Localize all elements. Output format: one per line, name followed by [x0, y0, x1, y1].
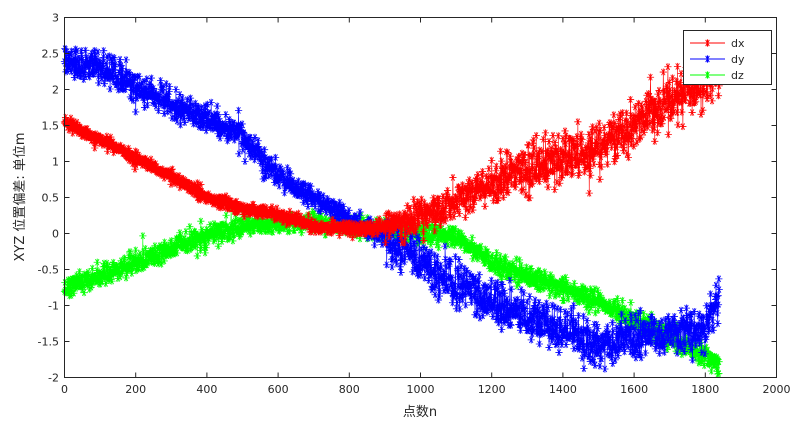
legend-label: dz	[731, 69, 744, 82]
y-tick-label: -0.5	[38, 264, 59, 277]
x-tick-label: 1800	[691, 383, 719, 396]
x-tick-label: 600	[268, 383, 289, 396]
y-axis-label: XYZ 位置偏差: 单位m	[13, 132, 28, 261]
x-tick-label: 0	[61, 383, 68, 396]
x-tick-label: 1000	[407, 383, 435, 396]
y-tick-label: -2	[48, 372, 59, 385]
legend-box	[683, 30, 772, 85]
x-tick-label: 1200	[478, 383, 506, 396]
legend: dx dy dz	[683, 30, 772, 85]
y-tick-label: 3	[52, 12, 59, 25]
x-tick-label: 1400	[549, 383, 577, 396]
x-axis-label: 点数n	[403, 405, 437, 420]
legend-swatch-marker	[703, 55, 712, 63]
legend-item-dz: dz	[690, 69, 744, 82]
y-tick-label: -1	[48, 300, 59, 313]
y-tick-label: -1.5	[38, 336, 59, 349]
x-tick-label: 800	[339, 383, 360, 396]
legend-label: dx	[731, 37, 745, 50]
legend-label: dy	[731, 53, 745, 66]
y-tick-label: 1	[52, 156, 59, 169]
y-tick-label: 2	[52, 84, 59, 97]
y-axis: -2 -1.5 -1 -0.5 0 0.5 1 1.5 2 2.5 3	[38, 12, 777, 385]
x-axis: 0 200 400 600 800 1000 1200 1400 1600 1800 2000	[61, 17, 791, 396]
x-tick-label: 2000	[763, 383, 791, 396]
series-dx	[60, 42, 723, 247]
legend-swatch-marker	[703, 71, 712, 79]
y-tick-label: 2.5	[42, 48, 60, 61]
x-tick-label: 200	[125, 383, 146, 396]
y-tick-label: 0.5	[42, 192, 60, 205]
x-tick-label: 1600	[620, 383, 648, 396]
x-tick-label: 400	[196, 383, 217, 396]
legend-swatch-marker	[703, 39, 712, 47]
y-tick-label: 1.5	[42, 120, 60, 133]
legend-item-dx: dx	[690, 37, 745, 50]
legend-items: dx dy dz	[690, 37, 745, 82]
legend-item-dy: dy	[690, 53, 745, 66]
y-tick-label: 0	[52, 228, 59, 241]
